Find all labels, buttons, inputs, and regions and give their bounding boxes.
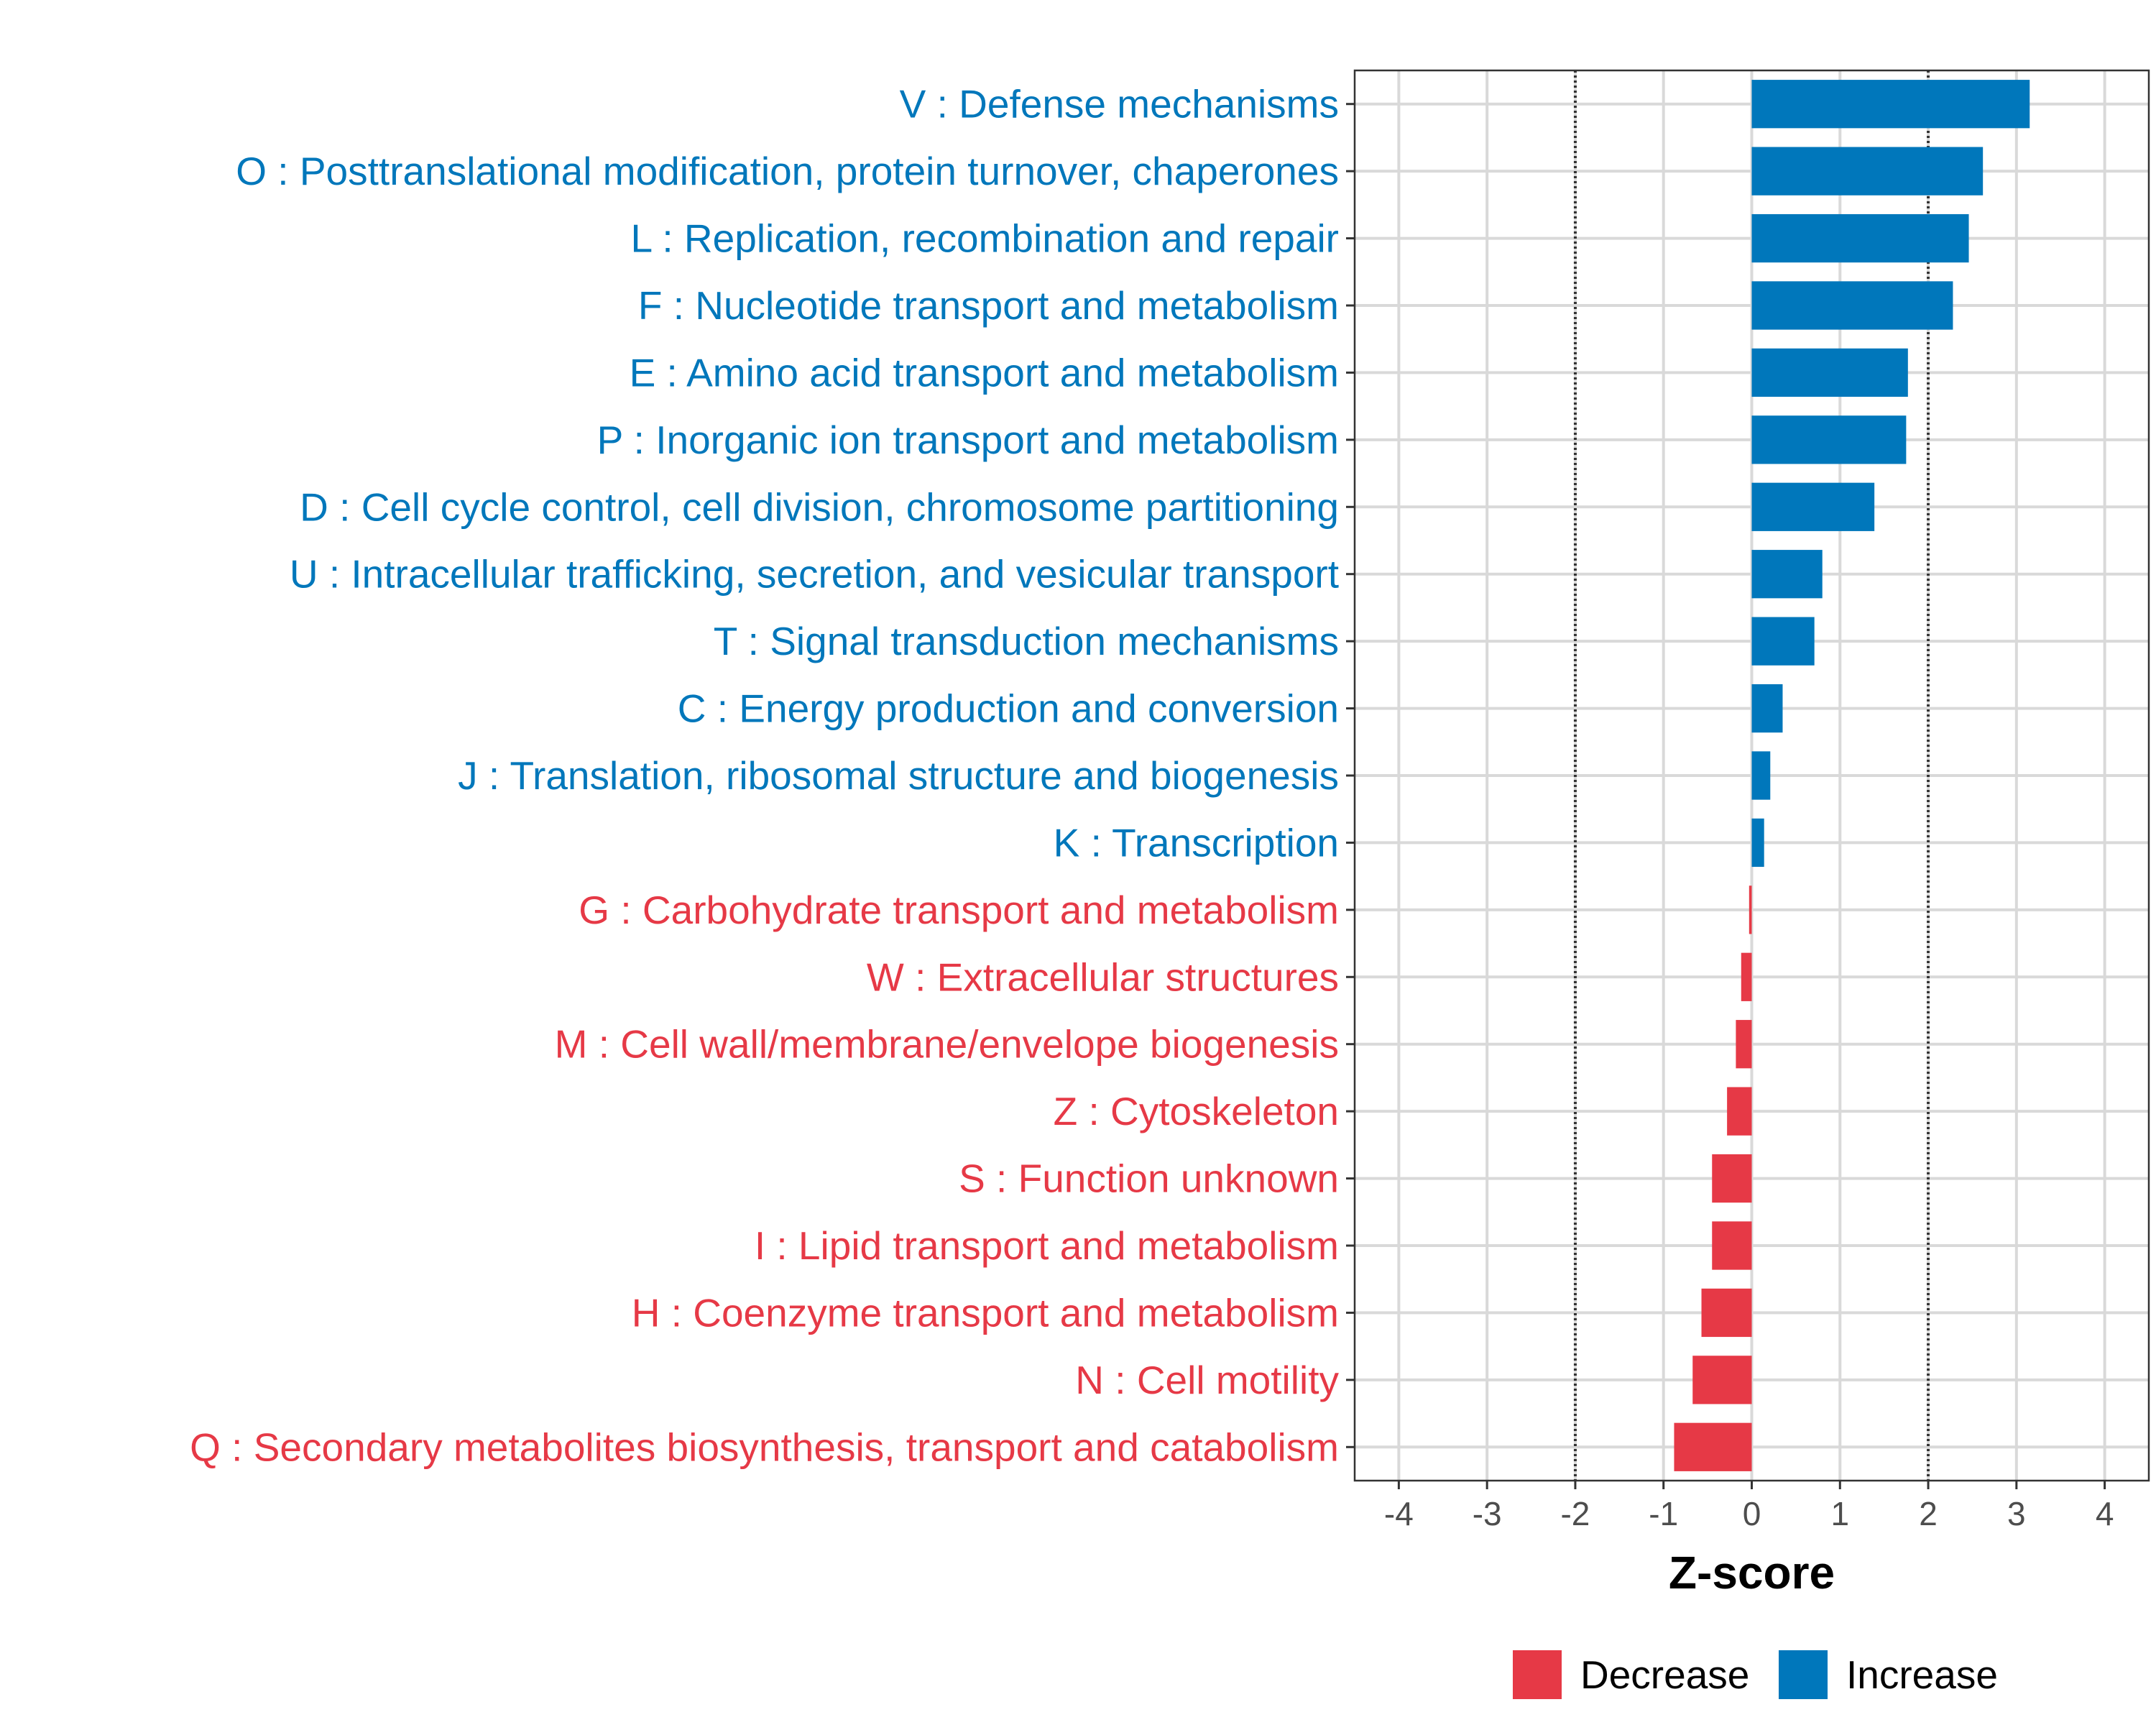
bar bbox=[1751, 617, 1815, 666]
category-label: Z : Cytoskeleton bbox=[1054, 1089, 1339, 1133]
x-tick-label: -3 bbox=[1473, 1495, 1502, 1532]
legend-key bbox=[1779, 1650, 1828, 1699]
category-label: E : Amino acid transport and metabolism bbox=[630, 350, 1339, 395]
x-tick-label: 3 bbox=[2007, 1495, 2026, 1532]
category-label: G : Carbohydrate transport and metabolis… bbox=[579, 888, 1339, 932]
category-label: F : Nucleotide transport and metabolism bbox=[638, 283, 1339, 328]
x-tick-label: 1 bbox=[1830, 1495, 1849, 1532]
category-label: J : Translation, ribosomal structure and… bbox=[458, 753, 1339, 798]
bar bbox=[1701, 1288, 1752, 1338]
category-label: Q : Secondary metabolites biosynthesis, … bbox=[190, 1425, 1339, 1469]
bar bbox=[1751, 550, 1823, 599]
x-tick-label: -4 bbox=[1384, 1495, 1414, 1532]
bar bbox=[1751, 684, 1783, 733]
bar bbox=[1751, 348, 1908, 397]
x-tick-label: 0 bbox=[1743, 1495, 1761, 1532]
bar bbox=[1727, 1087, 1752, 1136]
bar bbox=[1712, 1221, 1752, 1270]
bar bbox=[1692, 1356, 1752, 1404]
y-axis-ticks bbox=[1346, 103, 1355, 1448]
category-label: D : Cell cycle control, cell division, c… bbox=[300, 484, 1339, 529]
x-axis-title: Z-score bbox=[1669, 1547, 1835, 1598]
category-label: C : Energy production and conversion bbox=[678, 686, 1339, 731]
reference-lines bbox=[1573, 70, 1930, 1481]
category-label: M : Cell wall/membrane/envelope biogenes… bbox=[555, 1022, 1339, 1067]
bar bbox=[1751, 281, 1953, 330]
category-label: H : Coenzyme transport and metabolism bbox=[632, 1290, 1339, 1335]
bar bbox=[1751, 818, 1764, 868]
legend: Decrease Increase bbox=[1513, 1650, 1998, 1699]
bar bbox=[1741, 952, 1752, 1001]
bars bbox=[1674, 80, 2030, 1471]
bar bbox=[1751, 415, 1907, 464]
category-label: U : Intracellular trafficking, secretion… bbox=[290, 552, 1339, 597]
category-label: T : Signal transduction mechanisms bbox=[714, 619, 1339, 663]
bar bbox=[1674, 1422, 1752, 1471]
bar bbox=[1736, 1020, 1752, 1069]
x-tick-label: -1 bbox=[1649, 1495, 1678, 1532]
category-label: O : Posttranslational modification, prot… bbox=[236, 149, 1339, 193]
x-tick-label: -2 bbox=[1560, 1495, 1590, 1532]
category-label: W : Extracellular structures bbox=[867, 954, 1339, 999]
category-label: L : Replication, recombination and repai… bbox=[631, 216, 1339, 261]
x-axis: -4 -3 -2 -1 0 1 2 3 4 bbox=[1384, 1481, 2114, 1532]
category-labels: V : Defense mechanisms O : Posttranslatio… bbox=[190, 82, 1339, 1470]
category-label: S : Function unknown bbox=[959, 1156, 1339, 1201]
bar bbox=[1751, 751, 1771, 800]
category-label: V : Defense mechanisms bbox=[900, 82, 1339, 126]
bar bbox=[1751, 147, 1984, 196]
category-label: I : Lipid transport and metabolism bbox=[755, 1223, 1339, 1268]
bar bbox=[1749, 886, 1752, 934]
bar bbox=[1712, 1154, 1752, 1203]
category-label: N : Cell motility bbox=[1075, 1358, 1339, 1402]
x-tick-label: 4 bbox=[2096, 1495, 2114, 1532]
bar bbox=[1751, 213, 1969, 263]
x-tick-label: 2 bbox=[1919, 1495, 1938, 1532]
legend-label: Decrease bbox=[1580, 1652, 1749, 1697]
category-label: K : Transcription bbox=[1054, 820, 1339, 865]
legend-label: Increase bbox=[1846, 1652, 1998, 1697]
bar bbox=[1751, 482, 1875, 531]
category-label: P : Inorganic ion transport and metaboli… bbox=[597, 418, 1339, 462]
bar bbox=[1751, 80, 2030, 129]
legend-key bbox=[1513, 1650, 1562, 1699]
